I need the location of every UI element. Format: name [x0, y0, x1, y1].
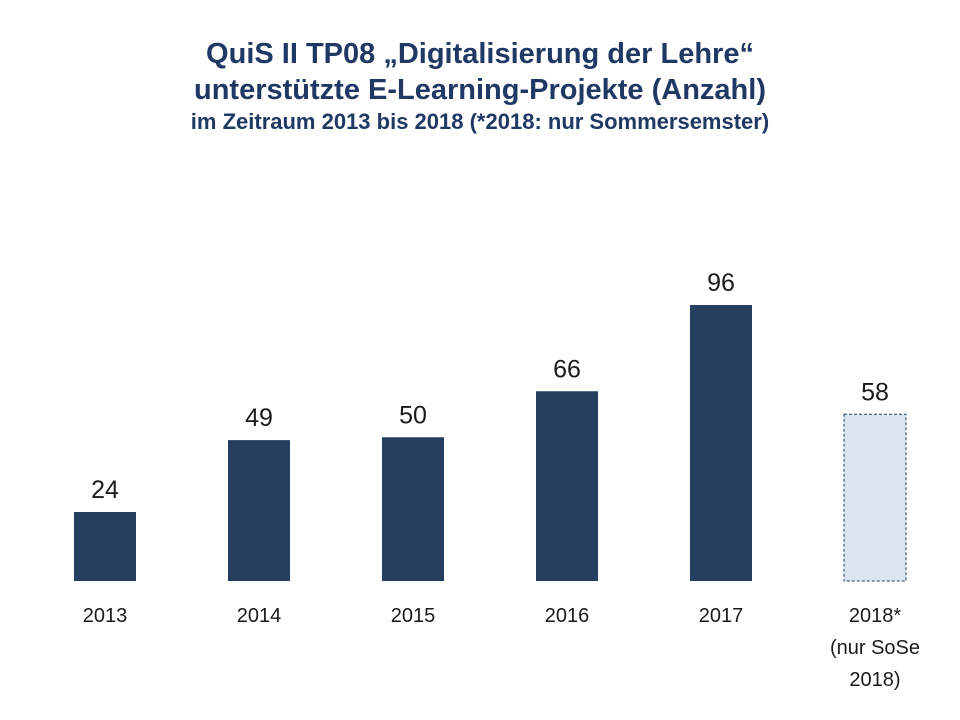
data-label: 96: [707, 269, 735, 297]
x-tick-label: 2016: [545, 605, 590, 627]
x-tick-label: 2014: [237, 605, 282, 627]
x-tick-label: 2018*: [849, 605, 901, 627]
chart-title-line-2: unterstützte E-Learning-Projekte (Anzahl…: [194, 74, 766, 106]
chart-title: QuiS II TP08 „Digitalisierung der Lehre“…: [0, 36, 960, 136]
bar-2018: [843, 413, 907, 582]
x-tick-label: 2018): [849, 669, 900, 691]
x-tick-label: 2015: [391, 605, 436, 627]
x-tick-label: 2017: [699, 605, 744, 627]
data-label: 24: [91, 476, 119, 504]
bar-2016: [536, 391, 598, 581]
data-label: 49: [245, 404, 273, 432]
bar-2014: [228, 440, 290, 581]
bar-2017: [690, 305, 752, 581]
chart-title-line-1: QuiS II TP08 „Digitalisierung der Lehre“: [206, 38, 754, 70]
x-tick-label: 2013: [83, 605, 128, 627]
data-label: 58: [861, 378, 889, 406]
data-label: 50: [399, 401, 427, 429]
chart-subtitle: im Zeitraum 2013 bis 2018 (*2018: nur So…: [190, 109, 770, 134]
data-label: 66: [553, 355, 581, 383]
bar-2015: [382, 437, 444, 581]
bar-2013: [74, 512, 136, 581]
x-tick-label: (nur SoSe: [830, 637, 920, 659]
